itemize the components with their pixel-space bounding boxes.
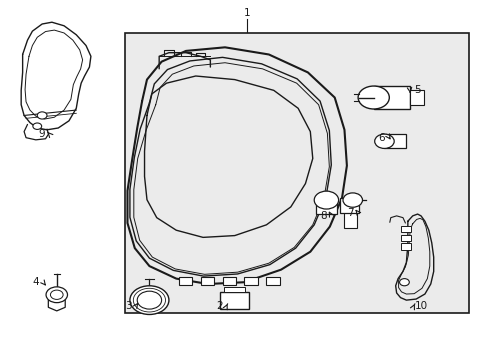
Text: 6: 6 [378, 133, 385, 143]
Bar [125, 33, 468, 313]
Text: 3: 3 [125, 301, 131, 311]
Text: 8: 8 [320, 211, 326, 221]
Text: 1: 1 [243, 8, 250, 18]
Circle shape [314, 191, 338, 209]
Circle shape [33, 123, 41, 130]
Bar [344, 207, 356, 228]
Bar [400, 226, 410, 232]
Bar [384, 134, 406, 148]
Circle shape [374, 134, 393, 148]
Bar [244, 277, 258, 285]
Text: 9: 9 [39, 129, 45, 139]
Bar [220, 292, 249, 309]
Text: 10: 10 [414, 301, 427, 311]
Circle shape [130, 286, 168, 315]
Circle shape [37, 112, 47, 119]
Circle shape [137, 291, 161, 309]
Bar [315, 199, 336, 214]
Bar [178, 277, 192, 285]
Circle shape [399, 279, 408, 286]
Bar [222, 277, 236, 285]
Bar [266, 277, 280, 285]
Text: 5: 5 [413, 85, 420, 95]
Circle shape [357, 86, 388, 109]
Text: 2: 2 [215, 301, 222, 311]
Text: 7: 7 [347, 208, 353, 218]
Bar [373, 86, 409, 109]
Text: 4: 4 [32, 277, 39, 287]
Bar [339, 198, 358, 213]
Circle shape [342, 193, 362, 207]
Bar [200, 277, 214, 285]
Bar [224, 287, 245, 292]
Circle shape [50, 290, 63, 300]
Circle shape [46, 287, 67, 303]
Bar [409, 90, 423, 105]
Bar [400, 234, 410, 241]
Bar [400, 243, 410, 250]
Bar [125, 33, 468, 313]
